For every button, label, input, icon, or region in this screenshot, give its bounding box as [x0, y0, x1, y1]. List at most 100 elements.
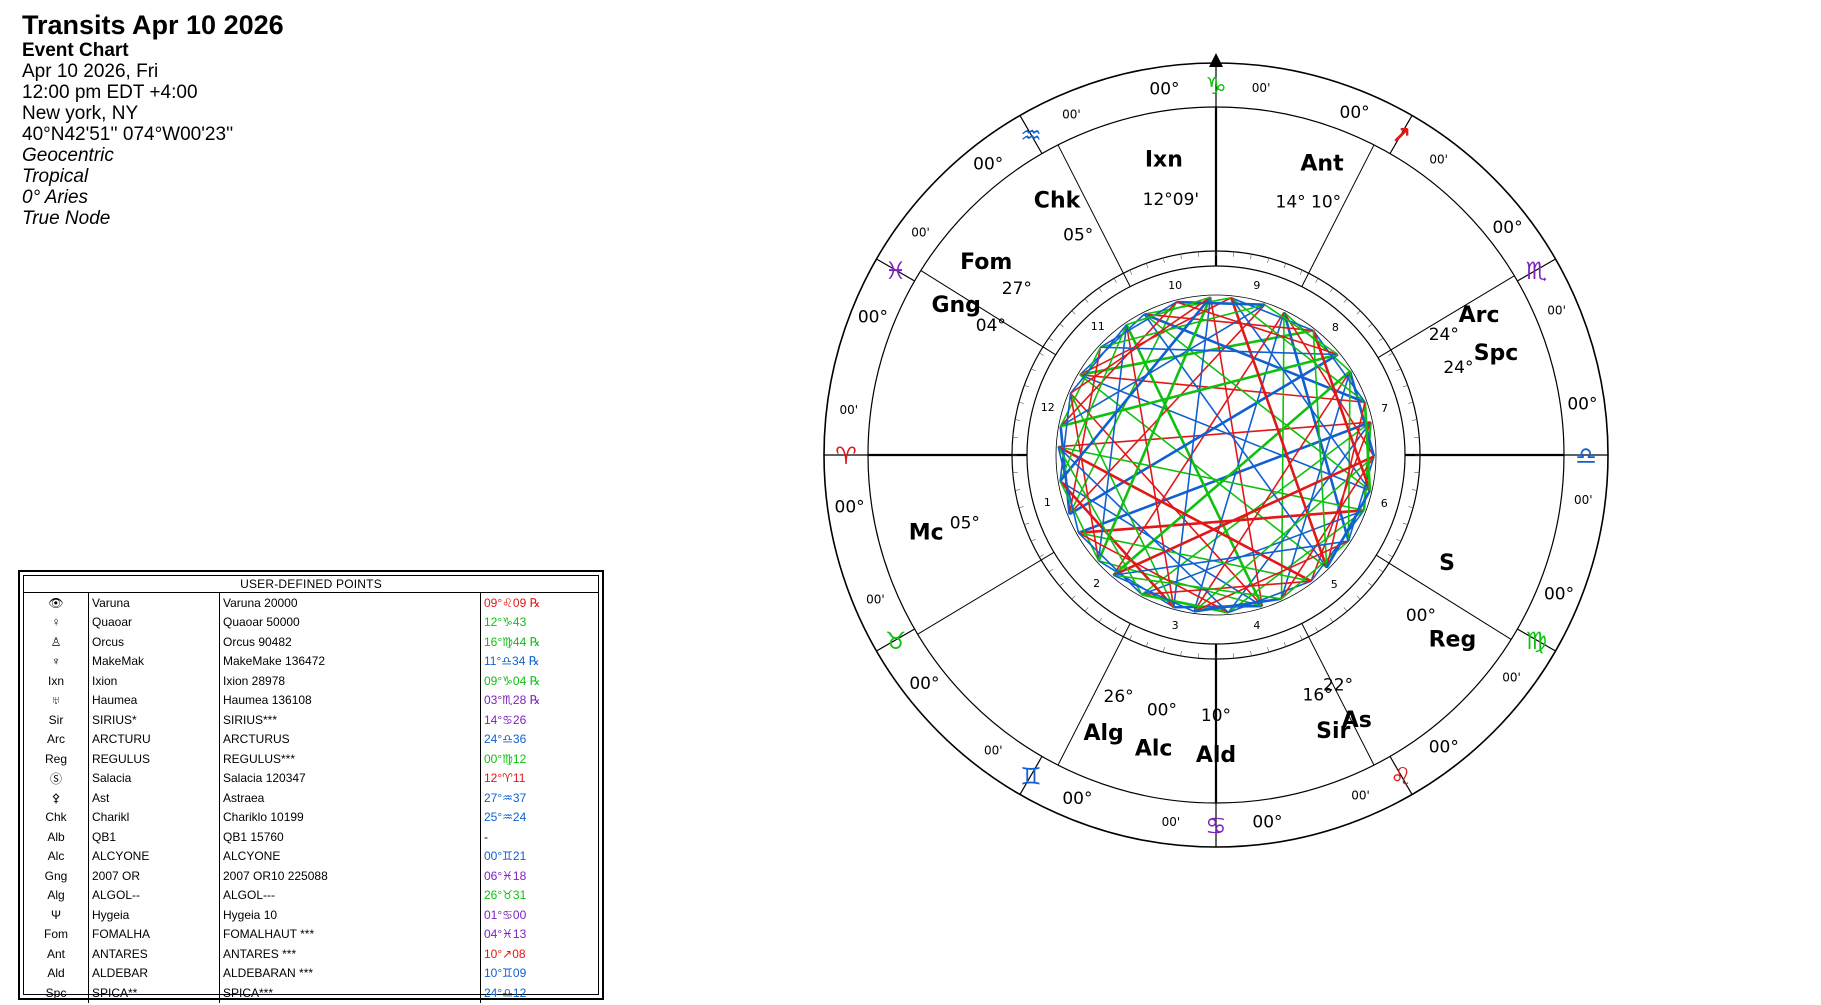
house-cusp	[1301, 623, 1375, 766]
degree-tick	[1024, 522, 1030, 526]
aspect-line	[1280, 371, 1351, 600]
house-number: 3	[1172, 619, 1179, 632]
degree-tick	[1129, 269, 1133, 275]
sign-glyph: ↗	[1391, 122, 1411, 150]
aspect-line	[1325, 489, 1372, 569]
udp-cell-abbr: SIRIUS*	[88, 710, 220, 730]
udp-cell-name: Quaoar 50000	[219, 612, 481, 632]
udp-cell-abbr: Ast	[88, 788, 220, 808]
sign-cusp-minute: 00'	[984, 743, 1003, 757]
aspect-line	[1312, 330, 1372, 491]
udp-cell-glyph: Ald	[24, 963, 89, 983]
sign-cusp-minute: 00'	[911, 225, 930, 239]
sign-glyph: ♏	[1526, 257, 1548, 285]
degree-tick	[1402, 384, 1408, 388]
udp-cell-pos: 16°♍44 ℞	[484, 634, 541, 649]
udp-cell-abbr: ARCTURU	[88, 729, 220, 749]
degree-tick	[1396, 538, 1402, 542]
degree-tick	[1388, 554, 1393, 558]
degree-tick	[1411, 419, 1417, 421]
aspect-line	[1078, 532, 1312, 582]
udp-cell-pos: 26°♉31	[484, 888, 527, 903]
udp-cell-name: Hygeia 10	[219, 905, 481, 925]
aspect-line	[1283, 311, 1375, 457]
sign-cusp-degree: 00°	[858, 307, 888, 327]
aspect-line	[1141, 593, 1229, 614]
sign-cusp-minute: 00'	[1062, 107, 1081, 121]
user-defined-points-table: USER-DEFINED POINTS 👁 Varuna Varuna 20000 0…	[18, 570, 604, 1003]
aspect-line	[1141, 580, 1312, 596]
degree-tick	[1396, 368, 1402, 372]
udp-cell-abbr: Salacia	[88, 768, 220, 788]
udp-cell-name: 2007 OR10 225088	[219, 866, 481, 886]
aspect-line	[1060, 301, 1178, 427]
aspect-line	[1097, 324, 1128, 561]
planet-label: S	[1439, 551, 1455, 576]
udp-cell-abbr: Hygeia	[88, 905, 220, 925]
planet-degree: 27°	[1002, 279, 1032, 299]
aspect-line	[1059, 480, 1100, 562]
planet-degree: 05°	[1063, 226, 1093, 246]
degree-tick	[1048, 568, 1054, 573]
aspect-line	[1312, 330, 1328, 568]
udp-cell-name: ALGOL---	[219, 885, 481, 905]
aspect-line	[1100, 301, 1177, 348]
sign-cusp-degree: 00°	[1544, 585, 1574, 605]
house-number: 2	[1093, 577, 1100, 590]
sign-glyph: ♒	[1020, 122, 1042, 150]
degree-tick	[1378, 337, 1384, 342]
sign-glyph: ♈	[835, 442, 857, 470]
udp-cell-name: ALCYONE	[219, 846, 481, 866]
house-cusp	[1057, 623, 1131, 766]
aspect-line	[1078, 532, 1229, 614]
sign-cusp-degree: 00°	[835, 497, 865, 517]
udp-cell-name: Salacia 120347	[219, 768, 481, 788]
sign-divider	[1389, 115, 1413, 154]
sign-cusp-minute: 00'	[1429, 153, 1448, 167]
degree-tick	[1145, 641, 1149, 647]
sign-cusp-minute: 00'	[1547, 303, 1566, 317]
inner-ring	[1055, 294, 1377, 616]
aspect-line	[1176, 301, 1339, 356]
chart-subtitle: Event Chart	[22, 40, 129, 61]
udp-cell-glyph: ♀	[24, 612, 89, 632]
aspect-line	[1230, 297, 1371, 492]
sign-cusp-degree: 00°	[1252, 812, 1282, 832]
planet-label: Sir	[1316, 719, 1350, 744]
degree-tick	[1098, 617, 1103, 623]
udp-cell-abbr: ALDEBAR	[88, 963, 220, 983]
zodiac-start: 0° Aries	[22, 187, 89, 208]
degree-tick	[1408, 506, 1414, 509]
aspect-line	[1057, 446, 1080, 533]
aspect-line	[1172, 297, 1212, 608]
aspect-line	[1193, 455, 1375, 613]
degree-tick	[1059, 323, 1064, 328]
planet-label: Spc	[1474, 341, 1519, 366]
aspect-line	[1193, 370, 1351, 612]
degree-tick	[1408, 401, 1414, 404]
udp-row: Spc SPICA** SPICA*** 24°♎12	[24, 983, 598, 1003]
degree-tick	[1129, 635, 1133, 641]
chart-place: New york, NY	[22, 103, 139, 124]
planet-label: Alg	[1083, 721, 1123, 746]
sign-divider	[1389, 756, 1413, 795]
aspect-line	[1113, 574, 1282, 600]
aspect-line	[1077, 532, 1143, 596]
udp-cell-abbr: Quaoar	[88, 612, 220, 632]
planet-degree: 22°	[1323, 676, 1353, 696]
aspect-line	[1069, 392, 1263, 607]
udp-title: USER-DEFINED POINTS	[24, 576, 598, 593]
degree-tick	[1039, 352, 1044, 356]
udp-cell-name: SPICA***	[219, 983, 481, 1003]
degree-tick	[1071, 595, 1076, 600]
udp-cell-abbr: MakeMak	[88, 651, 220, 671]
planet-label: Mc	[909, 521, 944, 546]
degree-tick	[1315, 278, 1319, 283]
planet-label: Fom	[960, 250, 1012, 275]
aspect-line	[1264, 304, 1339, 356]
udp-cell-name: Ixion 28978	[219, 671, 481, 691]
house-number: 6	[1381, 497, 1388, 510]
udp-cell-pos: 24°♎36	[484, 732, 527, 747]
aspect-line	[1079, 329, 1314, 377]
planet-label: Alc	[1135, 736, 1173, 761]
